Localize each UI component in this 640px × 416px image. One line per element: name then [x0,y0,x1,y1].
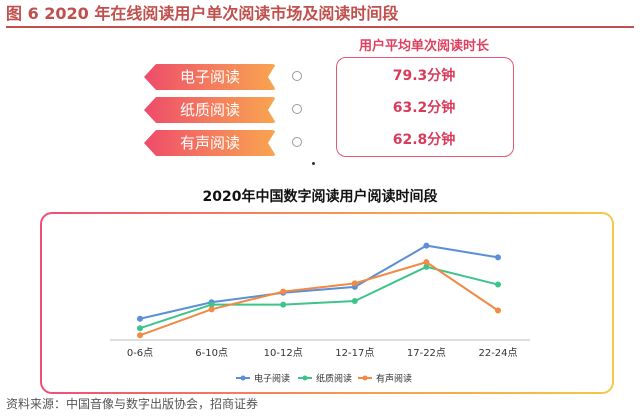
x-tick-label: 12-17点 [335,347,374,359]
data-point [495,281,501,288]
data-point [280,301,287,308]
data-point [351,280,358,287]
series-line [139,244,499,320]
pill-audio: 有声阅读 [144,130,276,156]
legend-label: 纸质阅读 [316,373,352,385]
data-point [423,263,430,270]
legend-swatch-dot [302,375,308,381]
data-point [280,288,287,295]
x-tick-label: 22-24点 [478,347,517,359]
legend-swatch-dot [362,375,368,381]
chart-title: 2020年中国数字阅读用户阅读时间段 [202,189,438,205]
x-tick-label: 17-22点 [407,347,446,359]
stat-box-title: 用户平均单次阅读时长 [358,39,489,54]
connector-dot-paper [292,104,302,114]
stat-box [336,57,514,157]
data-point [208,306,215,313]
data-point [495,307,501,314]
connector-dot-audio [292,137,302,147]
data-point [495,254,501,261]
stat-value-audio: 62.8分钟 [392,132,456,148]
data-point [137,325,143,332]
connector-dot-ebook [292,71,302,81]
data-point [423,259,430,266]
decor-dot [312,162,315,165]
figure-title: 图 6 2020 年在线阅读用户单次阅读市场及阅读时间段 [6,2,634,28]
data-point [208,301,215,308]
stat-value-paper: 63.2分钟 [392,100,456,116]
x-tick-label: 6-10点 [195,347,228,359]
legend-label: 电子阅读 [254,373,290,385]
pill-paper: 纸质阅读 [144,97,276,123]
series-line [139,261,499,337]
x-tick-label: 10-12点 [264,347,303,359]
x-tick-label: 0-6点 [127,347,153,359]
data-point [423,242,430,249]
stat-value-ebook: 79.3分钟 [392,68,456,84]
source-note: 资料来源：中国音像与数字出版协会，招商证券 [6,397,259,411]
legend-swatch-dot [240,375,246,381]
series-line [139,265,499,330]
pill-ebook: 电子阅读 [144,64,276,90]
data-point [137,315,143,322]
data-point [137,332,143,339]
legend-label: 有声阅读 [376,373,412,385]
data-point [351,298,358,305]
